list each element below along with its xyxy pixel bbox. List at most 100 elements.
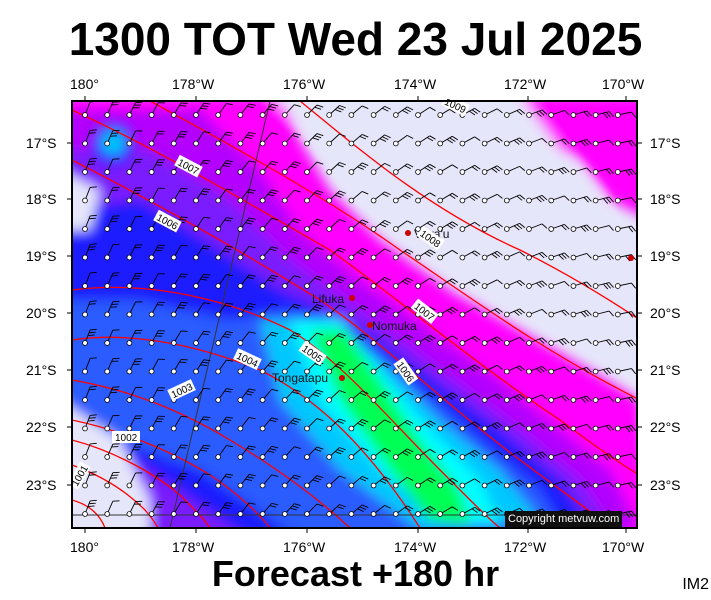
- wind-barb: [104, 272, 120, 289]
- left-axis-label: 18°S: [26, 191, 57, 207]
- left-axis-label: 20°S: [26, 305, 57, 321]
- wind-barb: [459, 335, 481, 346]
- place-label-nomuka: Nomuka: [372, 319, 417, 333]
- wind-barb: [193, 473, 211, 489]
- wind-barb: [193, 416, 211, 432]
- wind-barb: [415, 135, 436, 147]
- wind-barb: [548, 223, 570, 232]
- wind-barb: [215, 445, 234, 460]
- top-axis-label: 176°W: [283, 76, 326, 92]
- wind-barb: [82, 328, 97, 346]
- wind-barb: [548, 195, 570, 204]
- wind-barb: [370, 390, 391, 403]
- wind-barb: [614, 368, 637, 375]
- wind-barb: [126, 158, 143, 175]
- wind-barb: [503, 365, 526, 375]
- wind-barb: [104, 300, 120, 318]
- wind-barb: [171, 273, 188, 289]
- wind-barb: [503, 194, 526, 204]
- axis-ticks: [67, 96, 642, 533]
- wind-barb: [592, 367, 614, 375]
- wind-barb: [614, 339, 637, 347]
- wind-barb: [193, 501, 211, 517]
- wind-barb: [281, 389, 301, 403]
- wind-barb: [171, 102, 188, 118]
- wind-barb: [592, 253, 614, 261]
- wind-barb: [126, 101, 143, 118]
- image-code: IM2: [682, 576, 709, 593]
- wind-barb: [392, 220, 414, 232]
- wind-barb: [570, 139, 592, 147]
- wind-barb: [437, 164, 459, 175]
- wind-barb: [415, 363, 436, 375]
- wind-barb: [570, 310, 592, 318]
- wind-barb: [348, 447, 369, 460]
- wind-barb: [326, 105, 346, 118]
- wind-barb: [304, 361, 324, 375]
- wind-barb: [237, 103, 256, 118]
- wind-barb: [348, 476, 369, 489]
- wind-barb: [437, 306, 459, 318]
- wind-barb: [348, 504, 369, 517]
- bottom-axis-label: 170°W: [602, 539, 645, 555]
- wind-barb: [193, 131, 211, 147]
- wind-barb: [370, 248, 391, 261]
- wind-barb: [215, 331, 234, 346]
- wind-barb: [304, 190, 324, 204]
- wind-barb: [281, 104, 301, 118]
- wind-barb: [526, 137, 548, 147]
- wind-barb: [259, 388, 279, 403]
- wind-barb: [148, 330, 165, 346]
- wind-barb: [459, 164, 481, 175]
- wind-barb: [459, 364, 481, 375]
- wind-barb: [526, 394, 548, 403]
- wind-barb: [304, 133, 324, 147]
- wind-barb: [215, 302, 234, 318]
- wind-barb: [304, 275, 324, 289]
- wind-barb: [370, 362, 391, 375]
- wind-barb: [592, 111, 614, 119]
- wind-barb: [215, 502, 234, 517]
- wind-barb: [259, 445, 279, 460]
- wind-barb: [370, 419, 391, 432]
- bottom-axis-label: 172°W: [504, 539, 547, 555]
- wind-barb: [526, 337, 548, 346]
- wind-barb: [82, 101, 97, 118]
- wind-barb: [370, 276, 391, 289]
- wind-barb: [415, 163, 436, 175]
- wind-barb: [392, 106, 414, 118]
- wind-barb: [548, 480, 570, 489]
- wind-barb: [148, 244, 165, 261]
- wind-barb: [437, 135, 459, 147]
- wind-barb: [592, 139, 614, 147]
- bottom-axis-label: 178°W: [172, 539, 215, 555]
- wind-barb: [437, 506, 459, 517]
- wind-barb: [592, 196, 614, 204]
- wind-barb: [326, 133, 346, 147]
- wind-barb: [326, 447, 346, 460]
- wind-barb: [326, 162, 346, 175]
- wind-barb: [481, 478, 503, 489]
- wind-barb: [193, 102, 211, 118]
- wind-barb: [437, 221, 459, 232]
- nomuka-marker: [367, 322, 373, 328]
- wind-barb: [237, 502, 256, 517]
- left-axis-label: 22°S: [26, 419, 57, 435]
- wind-barb: [392, 391, 414, 403]
- wind-barb: [614, 197, 637, 204]
- wind-barb: [503, 222, 526, 232]
- wind-barb: [526, 451, 548, 460]
- wind-barb: [348, 390, 369, 403]
- wind-barb: [415, 277, 436, 289]
- place-label-lifuka: Lifuka: [312, 292, 344, 306]
- wind-barb: [82, 471, 97, 489]
- right-axis-label: 21°S: [650, 362, 681, 378]
- wind-barb: [237, 274, 256, 289]
- wind-barb: [171, 501, 188, 517]
- wind-barb: [348, 105, 369, 118]
- wind-barb: [82, 186, 97, 204]
- wind-barb: [259, 132, 279, 147]
- wind-barb: [126, 358, 143, 375]
- wind-barb: [437, 392, 459, 403]
- wind-barb: [370, 162, 391, 175]
